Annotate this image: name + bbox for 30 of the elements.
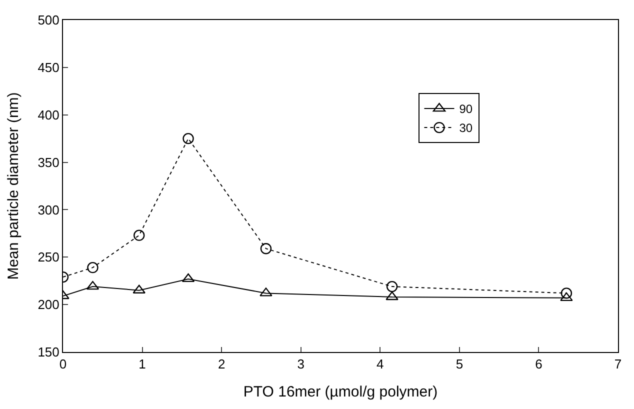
x-tick-label: 5 xyxy=(456,356,464,372)
point xyxy=(87,262,98,274)
point xyxy=(386,291,398,300)
y-tick-label: 500 xyxy=(38,12,60,28)
y-tick-label: 250 xyxy=(38,250,60,265)
y-tick-label: 350 xyxy=(38,154,60,170)
x-tick-label: 1 xyxy=(138,356,146,372)
x-tick-label: 2 xyxy=(218,356,226,372)
point xyxy=(86,280,100,290)
y-tick-label: 150 xyxy=(38,344,60,360)
x-tick-label: 0 xyxy=(59,356,67,372)
y-tick-label: 200 xyxy=(38,297,60,312)
legend-label: 90 xyxy=(459,102,473,116)
x-tick-label: 7 xyxy=(614,356,622,372)
legend-label: 30 xyxy=(459,121,473,136)
point xyxy=(182,132,194,144)
y-axis-title: Mean particle diameter (nm) xyxy=(4,92,22,280)
point xyxy=(386,280,398,292)
point xyxy=(260,243,272,254)
x-tick-label: 6 xyxy=(535,356,542,372)
point xyxy=(560,292,573,302)
point xyxy=(560,288,572,299)
y-tick-label: 450 xyxy=(38,60,60,75)
point xyxy=(134,230,145,241)
point xyxy=(182,273,195,282)
y-tick-label: 300 xyxy=(38,202,60,218)
x-axis-title: PTO 16mer (µmol/g polymer) xyxy=(243,384,438,401)
x-tick-label: 4 xyxy=(376,356,384,372)
y-tick-label: 400 xyxy=(38,107,60,122)
x-tick-label: 3 xyxy=(297,356,304,372)
